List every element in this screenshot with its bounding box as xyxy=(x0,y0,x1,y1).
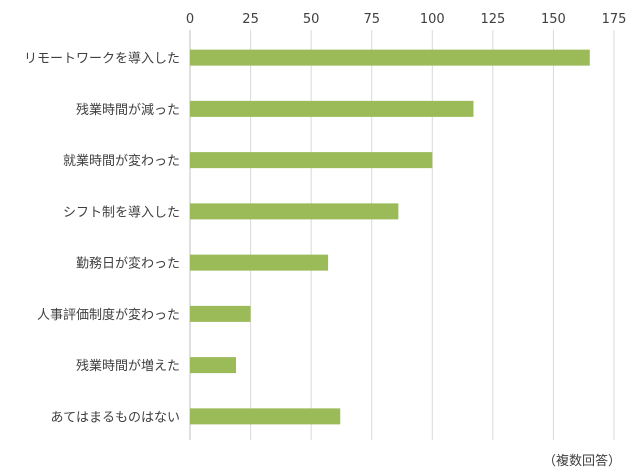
note-label: （複数回答） xyxy=(543,453,621,469)
bar xyxy=(190,100,474,117)
category-label: シフト制を導入した xyxy=(63,205,180,220)
category-label: 残業時間が減った xyxy=(76,102,180,118)
category-label: あてはまるものはない xyxy=(51,410,180,425)
x-axis-ticks: 0 25 50 75 100 125 150 175 xyxy=(186,12,627,27)
bar xyxy=(190,49,590,66)
gridlines xyxy=(189,30,615,440)
category-label: リモートワークを導入した xyxy=(24,52,180,67)
x-tick-label: 75 xyxy=(363,12,380,27)
x-tick-label: 150 xyxy=(541,12,566,27)
bar xyxy=(190,203,399,220)
x-tick-label: 50 xyxy=(303,12,320,27)
category-label: 人事評価制度が変わった xyxy=(37,307,180,323)
category-label: 勤務日が変わった xyxy=(76,256,180,272)
bar xyxy=(190,408,341,425)
bar xyxy=(190,357,237,374)
bar xyxy=(190,305,251,322)
category-label: 残業時間が増えた xyxy=(76,358,180,374)
x-tick-label: 125 xyxy=(480,12,505,27)
x-tick-label: 100 xyxy=(420,12,445,27)
x-tick-label: 0 xyxy=(186,12,194,27)
category-label: 就業時間が変わった xyxy=(63,153,180,169)
bar xyxy=(190,152,433,169)
x-tick-label: 175 xyxy=(602,12,627,27)
x-tick-label: 25 xyxy=(242,12,259,27)
bars xyxy=(190,49,590,425)
category-labels: リモートワークを導入した残業時間が減った就業時間が変わったシフト制を導入した勤務… xyxy=(24,52,180,426)
bar xyxy=(190,254,329,271)
